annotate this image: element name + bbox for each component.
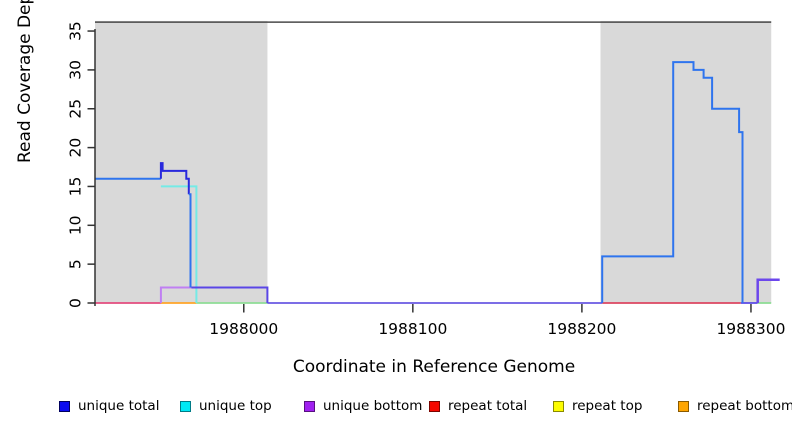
legend-label: unique top [199, 398, 272, 414]
legend-label: unique total [78, 398, 160, 414]
legend-item-repeat-top: repeat top [553, 396, 642, 416]
x-axis-title: Coordinate in Reference Genome [292, 357, 576, 377]
coverage-plot-canvas: 0 5 10 15 20 25 30 35 1988000 1988100 1988200 19883… [67, 20, 785, 338]
y-tick-label: 0 [67, 298, 85, 308]
series-line-unique-bottom-right [756, 278, 780, 303]
unique-total-swatch-icon [59, 400, 70, 412]
legend: unique total unique top unique bottom re… [0, 396, 792, 420]
y-tick-label: 10 [67, 215, 85, 235]
series-line-unique-top-left [160, 185, 198, 303]
shaded-region-0 [95, 20, 268, 303]
y-tick-label: 35 [67, 21, 85, 41]
y-tick-label: 30 [67, 60, 85, 80]
legend-label: repeat top [572, 398, 643, 414]
legend-label: unique bottom [323, 398, 423, 414]
unique-bottom-swatch-icon [304, 400, 315, 412]
legend-item-unique-top: unique top [180, 396, 272, 416]
x-tick-label: 1988000 [209, 320, 278, 338]
series-line-unique-bottom-left [159, 286, 192, 303]
series-line-unique-total-right [601, 61, 744, 303]
y-tick-label: 25 [67, 99, 85, 119]
legend-label: repeat total [448, 398, 528, 414]
legend-label: repeat bottom [697, 398, 792, 414]
y-tick-label: 15 [67, 177, 85, 197]
unique-top-swatch-icon [180, 400, 191, 412]
x-tick-label: 1988300 [716, 320, 785, 338]
y-tick-label: 20 [67, 138, 85, 158]
y-tick-label: 5 [67, 259, 85, 269]
series-line-unique-total-left-drop [188, 193, 192, 288]
legend-item-unique-bottom: unique bottom [304, 396, 422, 416]
repeat-bottom-swatch-icon [678, 400, 689, 412]
legend-item-repeat-bottom: repeat bottom [678, 396, 792, 416]
shaded-region-1 [600, 20, 772, 303]
x-tick-label: 1988100 [378, 320, 447, 338]
legend-item-unique-total: unique total [59, 396, 159, 416]
repeat-top-swatch-icon [553, 400, 564, 412]
repeat-total-swatch-icon [429, 400, 440, 412]
x-tick-label: 1988200 [547, 320, 616, 338]
legend-item-repeat-total: repeat total [429, 396, 527, 416]
series-line-unique-total-left-peak [159, 162, 190, 195]
series-line-blend-total-bottom-2 [191, 286, 269, 303]
